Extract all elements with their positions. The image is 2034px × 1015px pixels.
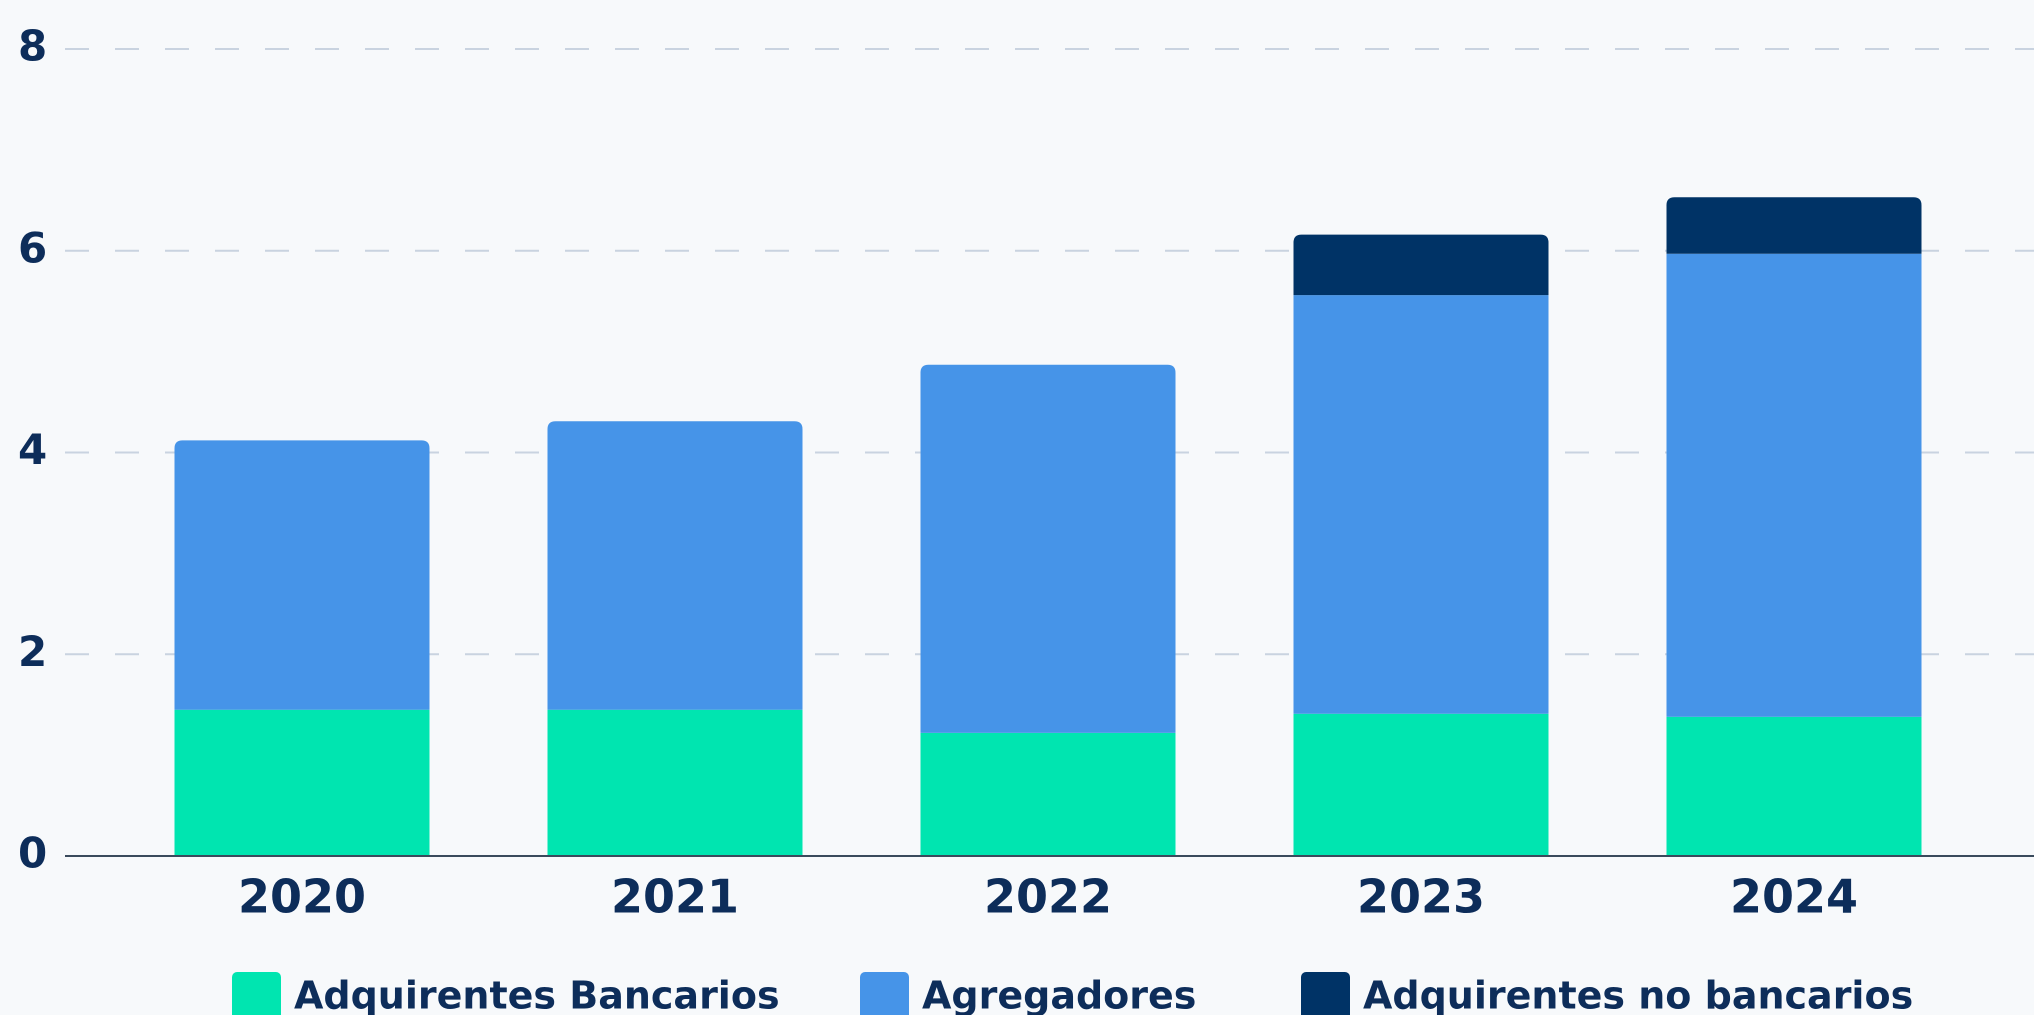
bar-segment — [174, 709, 430, 856]
legend-swatch — [232, 972, 281, 1015]
y-tick-label: 4 — [18, 425, 47, 474]
bar-segment — [547, 709, 803, 856]
y-tick-label: 2 — [18, 627, 47, 676]
y-tick-label: 6 — [18, 223, 47, 272]
x-tick-label: 2024 — [1730, 870, 1858, 924]
x-tick-label: 2021 — [611, 870, 739, 924]
y-tick-label: 8 — [18, 22, 47, 71]
x-tick-label: 2023 — [1357, 870, 1485, 924]
y-tick-label: 0 — [18, 829, 47, 878]
bar-segment — [1293, 234, 1549, 296]
bar-segment — [174, 440, 430, 710]
bar-segment — [1666, 253, 1922, 717]
bar-segment — [920, 364, 1176, 733]
legend-swatch — [1301, 972, 1350, 1015]
bar-segment — [920, 732, 1176, 856]
legend-swatch — [860, 972, 909, 1015]
x-tick-label: 2022 — [984, 870, 1112, 924]
bar-segment — [1293, 295, 1549, 714]
bar-segment — [1293, 713, 1549, 856]
bar-segment — [1666, 197, 1922, 254]
legend-label: Adquirentes no bancarios — [1363, 974, 1913, 1015]
legend-label: Adquirentes Bancarios — [294, 974, 780, 1015]
bar-segment — [547, 421, 803, 710]
x-tick-label: 2020 — [238, 870, 366, 924]
legend-label: Agregadores — [922, 974, 1196, 1015]
bar-segment — [1666, 716, 1922, 856]
